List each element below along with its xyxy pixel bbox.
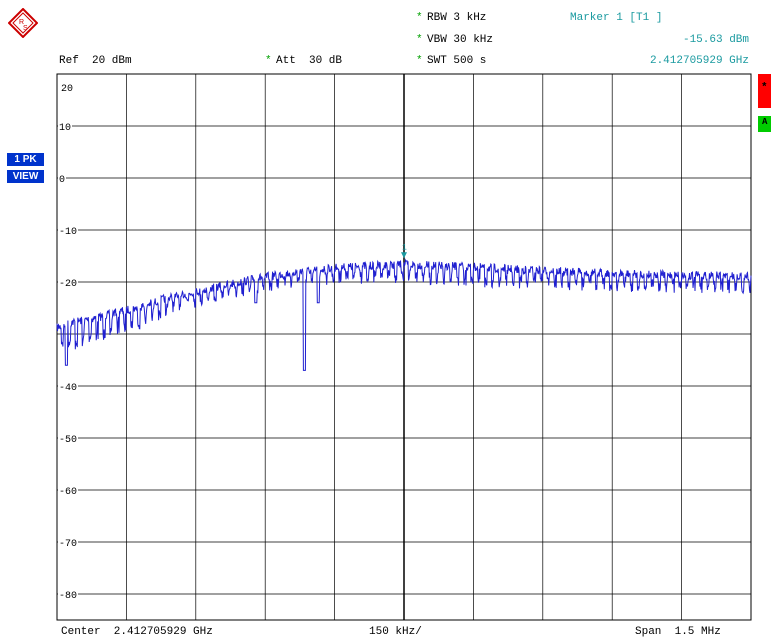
svg-text:R: R: [19, 19, 24, 26]
swt-label: SWT 500 s: [427, 55, 487, 67]
y-tick-label-bg: [58, 484, 78, 495]
y-tick-label: 0: [59, 175, 65, 186]
svg-text:S: S: [23, 25, 28, 32]
side-a-label: A: [762, 117, 768, 127]
marker-frequency: 2.412705929 GHz: [649, 55, 749, 67]
y-tick-label: 20: [61, 84, 73, 95]
y-tick-label: -70: [59, 539, 77, 550]
att-star: *: [265, 55, 272, 67]
side-star-indicator: *: [758, 74, 771, 108]
trace-badge: 1 PK: [7, 153, 44, 166]
y-tick-label-bg: [58, 172, 66, 183]
marker-title: Marker 1 [T1 ]: [570, 12, 663, 24]
spectrum-trace: [56, 258, 752, 371]
y-tick-label: -20: [59, 279, 77, 290]
y-tick-label-bg: [58, 380, 78, 391]
marker-level: -15.63 dBm: [682, 34, 749, 46]
y-tick-label: -50: [59, 435, 77, 446]
y-tick-label-bg: [58, 276, 78, 287]
vbw-star: *: [416, 34, 423, 46]
marker-triangle: [401, 252, 407, 259]
y-tick-label: 10: [59, 123, 71, 134]
y-tick-label: -80: [59, 591, 77, 602]
rbw-star: *: [416, 12, 423, 24]
y-tick-label: -60: [59, 487, 77, 498]
attenuation: Att 30 dB: [276, 55, 343, 67]
ref-level: Ref 20 dBm: [59, 55, 132, 67]
side-star-label: *: [761, 82, 768, 94]
view-badge: VIEW: [7, 170, 44, 183]
y-tick-label-bg: [58, 432, 78, 443]
center-frequency: Center 2.412705929 GHz: [61, 626, 213, 638]
y-tick-label-bg: [58, 536, 78, 547]
y-tick-label-bg: [58, 224, 78, 235]
y-tick-label-bg: [58, 120, 72, 131]
marker-number: 1: [402, 243, 407, 252]
y-tick-label-bg: [58, 588, 78, 599]
swt-star: *: [416, 55, 423, 67]
rbw-label: RBW 3 kHz: [427, 12, 487, 24]
rohde-schwarz-logo: R S: [8, 8, 38, 38]
y-tick-label: -10: [59, 227, 77, 238]
y-tick-label: -40: [59, 383, 77, 394]
span: Span 1.5 MHz: [635, 626, 721, 638]
side-a-indicator: A: [758, 116, 771, 132]
frequency-per-division: 150 kHz/: [369, 626, 422, 638]
vbw-label: VBW 30 kHz: [427, 34, 494, 46]
